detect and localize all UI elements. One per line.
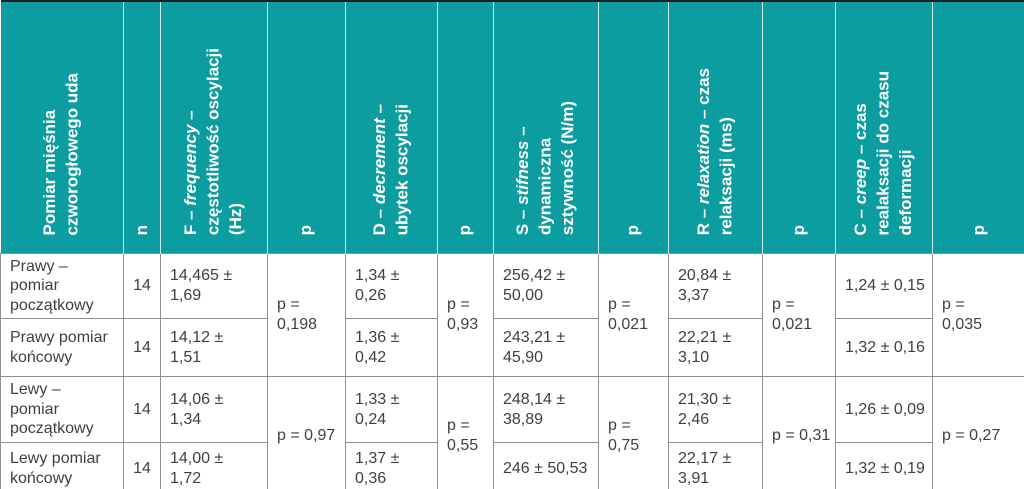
cell-frequency-value: 14,06 ± 1,34	[160, 376, 268, 444]
col-header-frequency: F – frequency – częstotliwość oscylacji …	[160, 1, 268, 253]
col-header-relaxation: R – relaxation – czas relaksacji (ms)	[668, 1, 763, 253]
cell-creep-value: 1,32 ± 0,19	[835, 442, 933, 489]
cell-decrement-value: 1,33 ± 0,24	[345, 376, 438, 444]
col-header-n: n	[123, 1, 161, 253]
col-header-p-decrement-label: p	[455, 225, 475, 236]
col-header-p-frequency: p	[267, 1, 346, 253]
col-header-p-frequency-label: p	[296, 225, 316, 236]
col-header-relaxation-label: R – relaxation – czas relaksacji (ms)	[693, 68, 738, 235]
col-header-decrement: D – decrement – ubytek oscylacji	[345, 1, 438, 253]
col-header-p-relaxation: p	[762, 1, 836, 253]
relaxation-latin-term: relaxation	[694, 124, 714, 205]
decrement-latin-term: decrement	[370, 118, 390, 205]
cell-relaxation-value: 20,84 ± 3,37	[668, 252, 763, 320]
cell-relaxation-value: 22,17 ± 3,91	[668, 442, 763, 489]
cell-measure: Prawy pomiar końcowy	[0, 318, 124, 378]
col-header-creep-label: C – creep – czas realaksacji do czasu de…	[850, 71, 917, 235]
cell-relaxation-value: 22,21 ± 3,10	[668, 318, 763, 378]
col-header-p-decrement: p	[437, 1, 494, 253]
cell-creep-value: 1,32 ± 0,16	[835, 318, 933, 378]
cell-frequency-value: 14,465 ± 1,69	[160, 252, 268, 320]
cell-p-creep-right: p = 0,035	[932, 252, 1024, 378]
cell-n: 14	[123, 318, 161, 378]
table-row-right-final: Prawy pomiar końcowy 14 14,12 ± 1,51 1,3…	[0, 318, 1024, 378]
col-header-creep: C – creep – czas realaksacji do czasu de…	[835, 1, 933, 253]
cell-stiffness-value: 246 ± 50,53	[493, 442, 599, 489]
relaxation-prefix: R –	[694, 204, 714, 236]
cell-stiffness-value: 243,21 ± 45,90	[493, 318, 599, 378]
cell-creep-value: 1,24 ± 0,15	[835, 252, 933, 320]
stiffness-latin-term: stifness	[513, 141, 533, 206]
col-header-p-relaxation-label: p	[788, 225, 808, 236]
cell-p-creep-left: p = 0,27	[932, 376, 1024, 489]
cell-decrement-value: 1,34 ± 0,26	[345, 252, 438, 320]
table-row-right-initial: Prawy – pomiar początkowy 14 14,465 ± 1,…	[0, 252, 1024, 378]
table-row-left-final: Lewy pomiar końcowy 14 14,00 ± 1,72 1,37…	[0, 442, 1024, 489]
cell-stiffness-value: 248,14 ± 38,89	[493, 376, 599, 444]
col-header-stiffness-label: S – stifness – dynamiczna sztywność (N/m…	[512, 101, 579, 235]
cell-p-frequency-right: p = 0,198	[267, 252, 346, 378]
cell-frequency-value: 14,00 ± 1,72	[160, 442, 268, 489]
cell-p-stiffness-left: p = 0,75	[598, 376, 669, 489]
cell-frequency-value: 14,12 ± 1,51	[160, 318, 268, 378]
cell-p-frequency-left: p = 0,97	[267, 376, 346, 489]
col-header-p-creep-label: p	[968, 225, 988, 236]
stiffness-prefix: S –	[513, 205, 533, 236]
cell-stiffness-value: 256,42 ± 50,00	[493, 252, 599, 320]
frequency-prefix: F –	[181, 206, 201, 236]
cell-p-decrement-left: p = 0,55	[437, 376, 494, 489]
col-header-decrement-label: D – decrement – ubytek oscylacji	[369, 104, 414, 235]
cell-p-relaxation-right: p = 0,021	[762, 252, 836, 378]
col-header-p-creep: p	[932, 1, 1024, 253]
col-header-measure-label: Pomiar mięśnia czworogłowego uda	[40, 73, 82, 236]
cell-creep-value: 1,26 ± 0,09	[835, 376, 933, 444]
cell-p-decrement-right: p = 0,93	[437, 252, 494, 378]
cell-relaxation-value: 21,30 ± 2,46	[668, 376, 763, 444]
table-header: Pomiar mięśnia czworogłowego uda n F – f…	[0, 1, 1024, 253]
cell-n: 14	[123, 252, 161, 320]
frequency-latin-term: frequency	[181, 124, 201, 207]
col-header-p-stiffness: p	[598, 1, 669, 253]
creep-latin-term: creep	[851, 158, 871, 205]
cell-measure: Prawy – pomiar początkowy	[0, 252, 124, 320]
cell-decrement-value: 1,37 ± 0,36	[345, 442, 438, 489]
table-row-left-initial: Lewy – pomiar początkowy 14 14,06 ± 1,34…	[0, 376, 1024, 489]
cell-p-relaxation-left: p = 0,31	[762, 376, 836, 489]
col-header-stiffness: S – stifness – dynamiczna sztywność (N/m…	[493, 1, 599, 253]
cell-n: 14	[123, 442, 161, 489]
col-header-frequency-label: F – frequency – częstotliwość oscylacji …	[180, 48, 247, 235]
decrement-prefix: D –	[370, 204, 390, 236]
cell-decrement-value: 1,36 ± 0,42	[345, 318, 438, 378]
cell-p-stiffness-right: p = 0,021	[598, 252, 669, 378]
creep-prefix: C –	[851, 204, 871, 236]
col-header-p-stiffness-label: p	[623, 225, 643, 236]
cell-measure: Lewy pomiar końcowy	[0, 442, 124, 489]
header-row: Pomiar mięśnia czworogłowego uda n F – f…	[0, 1, 1024, 253]
cell-measure: Lewy – pomiar początkowy	[0, 376, 124, 444]
table-body: Prawy – pomiar początkowy 14 14,465 ± 1,…	[0, 252, 1024, 489]
col-header-measure: Pomiar mięśnia czworogłowego uda	[0, 1, 124, 253]
col-header-n-label: n	[131, 225, 151, 236]
cell-n: 14	[123, 376, 161, 444]
